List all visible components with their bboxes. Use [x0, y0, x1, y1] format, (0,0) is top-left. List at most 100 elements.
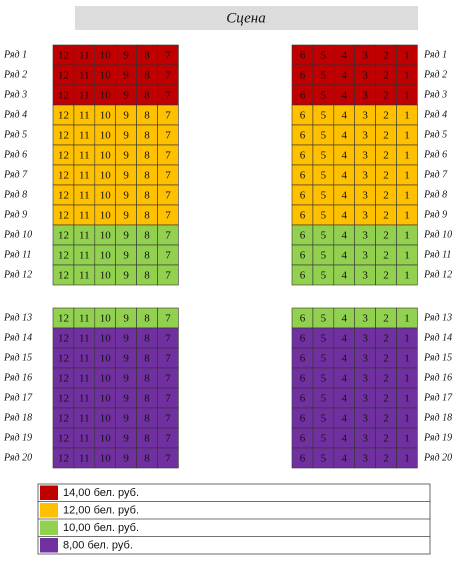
row-label: Ряд 17: [3, 392, 33, 403]
row-label: Ряд 12: [423, 269, 452, 280]
seat-number: 10: [100, 190, 112, 202]
seat-number: 10: [100, 150, 112, 162]
seat-number: 1: [404, 150, 410, 162]
row-label: Ряд 8: [423, 189, 447, 200]
seat-number: 2: [383, 130, 389, 142]
seat-number: 3: [362, 373, 368, 385]
seat-number: 5: [321, 150, 327, 162]
seat-number: 5: [321, 210, 327, 222]
seat-number: 12: [58, 453, 69, 465]
seat-number: 1: [404, 110, 410, 122]
row-label: Ряд 5: [3, 129, 27, 140]
seat-number: 6: [300, 90, 306, 102]
row-label: Ряд 5: [423, 129, 447, 140]
seat-number: 6: [300, 170, 306, 182]
row-label: Ряд 2: [3, 69, 27, 80]
seat: [396, 447, 418, 469]
seat-number: 5: [321, 70, 327, 82]
seat-number: 8: [144, 110, 150, 122]
seat-number: 7: [165, 190, 171, 202]
seat-number: 11: [79, 50, 90, 62]
seat-number: 9: [123, 353, 129, 365]
seat-number: 4: [342, 433, 348, 445]
seat-number: 11: [79, 130, 90, 142]
seat-number: 9: [123, 110, 129, 122]
seat-number: 11: [79, 453, 90, 465]
seat-number: 5: [321, 130, 327, 142]
seat-number: 4: [342, 90, 348, 102]
seat-number: 8: [144, 373, 150, 385]
seat-number: 11: [79, 210, 90, 222]
seat-number: 12: [58, 50, 69, 62]
seat-number: 1: [404, 210, 410, 222]
seat-number: 3: [362, 230, 368, 242]
seat-number: 9: [123, 130, 129, 142]
row-label: Ряд 18: [3, 412, 32, 423]
seat-number: 11: [79, 70, 90, 82]
legend-label: 14,00 бел. руб.: [63, 487, 139, 499]
seat-number: 5: [321, 110, 327, 122]
seat-number: 5: [321, 413, 327, 425]
row-label: Ряд 10: [423, 229, 452, 240]
row-label: Ряд 18: [423, 412, 452, 423]
seat-number: 10: [100, 433, 112, 445]
seat-number: 7: [165, 413, 171, 425]
seat-number: 5: [321, 333, 327, 345]
seat-number: 7: [165, 270, 171, 282]
seat-number: 1: [404, 230, 410, 242]
seat-number: 1: [404, 190, 410, 202]
seat-number: 3: [362, 453, 368, 465]
seat-number: 3: [362, 50, 368, 62]
seat-number: 11: [79, 333, 90, 345]
seat-number: 12: [58, 170, 69, 182]
seat-number: 4: [342, 50, 348, 62]
seat-number: 6: [300, 210, 306, 222]
seat-number: 12: [58, 393, 69, 405]
seat-number: 2: [383, 230, 389, 242]
seat-number: 11: [79, 250, 90, 262]
legend-swatch: [40, 520, 58, 535]
seat-number: 7: [165, 50, 171, 62]
seat-number: 11: [79, 110, 90, 122]
seat-number: 10: [100, 170, 112, 182]
seat-number: 1: [404, 353, 410, 365]
seat-number: 3: [362, 393, 368, 405]
seat-number: 8: [144, 150, 150, 162]
seat-number: 12: [58, 270, 69, 282]
seat-number: 4: [342, 353, 348, 365]
seat-number: 4: [342, 453, 348, 465]
seat-number: 9: [123, 313, 129, 325]
seat-number: 11: [79, 190, 90, 202]
seat-number: 8: [144, 393, 150, 405]
seat-number: 7: [165, 90, 171, 102]
seat-number: 8: [144, 250, 150, 262]
row-label: Ряд 14: [423, 332, 452, 343]
row-label: Ряд 20: [3, 452, 32, 463]
seat-number: 2: [383, 90, 389, 102]
row-label: Ряд 3: [3, 89, 27, 100]
seat-number: 7: [165, 313, 171, 325]
seat-number: 4: [342, 170, 348, 182]
seat-number: 12: [58, 190, 69, 202]
seat-number: 5: [321, 190, 327, 202]
seat-number: 5: [321, 170, 327, 182]
seat-number: 5: [321, 230, 327, 242]
seat-number: 6: [300, 353, 306, 365]
seat-number: 2: [383, 210, 389, 222]
row-label: Ряд 16: [3, 372, 32, 383]
seat-number: 8: [144, 453, 150, 465]
seat-number: 7: [165, 130, 171, 142]
seat-number: 8: [144, 313, 150, 325]
seat-number: 4: [342, 333, 348, 345]
seat-number: 11: [79, 90, 90, 102]
seat-number: 2: [383, 170, 389, 182]
seat-number: 12: [58, 90, 69, 102]
seat-number: 12: [58, 70, 69, 82]
seat-number: 9: [123, 170, 129, 182]
seat-number: 7: [165, 333, 171, 345]
seat-number: 10: [100, 453, 112, 465]
row-label: Ряд 2: [423, 69, 447, 80]
row-label: Ряд 19: [423, 432, 452, 443]
seat-number: 12: [58, 413, 69, 425]
seat-number: 12: [58, 313, 69, 325]
